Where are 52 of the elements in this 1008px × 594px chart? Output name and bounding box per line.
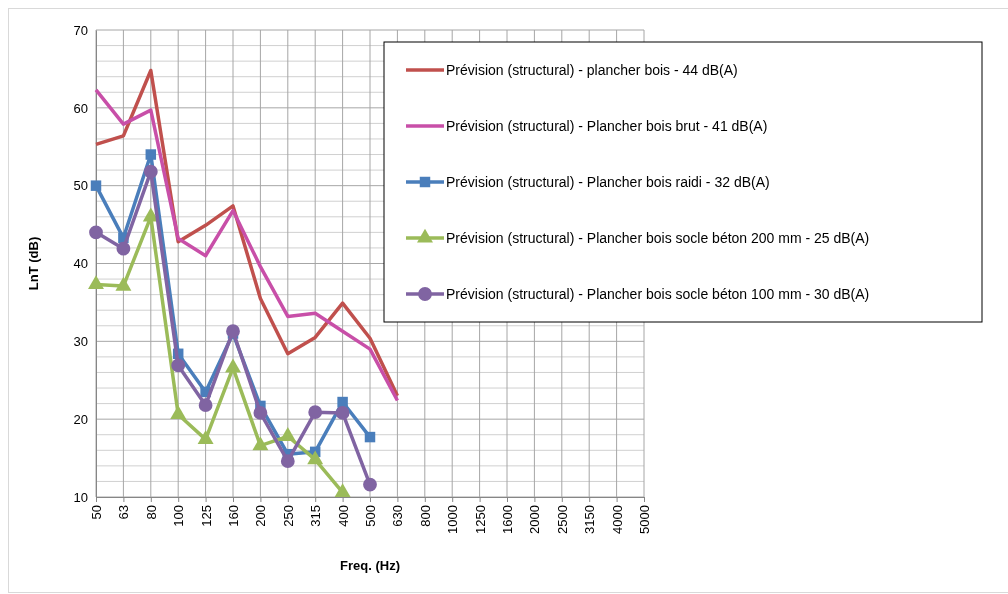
y-tick-label: 10 [73, 489, 88, 505]
x-tick-label: 160 [226, 505, 242, 527]
legend-label: Prévision (structural) - Plancher bois socle béton 100 mm - 30 dB(A) [446, 285, 870, 302]
x-tick-label: 1000 [445, 505, 461, 534]
point [145, 149, 157, 160]
point [226, 324, 240, 339]
x-tick-label: 100 [171, 505, 187, 527]
point [90, 180, 102, 191]
point [335, 406, 350, 420]
y-tick-label: 40 [73, 256, 88, 272]
y-tick-label: 60 [73, 100, 88, 116]
x-tick-label: 2000 [527, 505, 543, 534]
x-tick-label: 500 [363, 505, 379, 527]
x-tick-label: 250 [280, 505, 296, 527]
x-tick-label: 800 [417, 505, 433, 527]
point [308, 405, 323, 420]
legend-label: Prévision (structural) - Plancher bois brut - 41 dB(A) [446, 117, 768, 134]
point [337, 396, 348, 408]
x-tick-label: 4000 [609, 505, 625, 534]
x-tick-label: 125 [198, 505, 214, 527]
legend-label: Prévision (structural) - Plancher bois socle béton 200 mm - 25 dB(A) [446, 229, 870, 246]
legend-label: Prévision (structural) - Plancher bois raidi - 32 dB(A) [446, 173, 770, 190]
point [364, 431, 376, 443]
y-tick-label: 30 [73, 333, 88, 349]
x-tick-label: 50 [89, 505, 105, 520]
x-tick-label: 5000 [637, 505, 653, 534]
y-tick-label: 20 [73, 411, 88, 427]
x-tick-label: 3150 [582, 505, 598, 534]
point [88, 275, 104, 290]
y-tick-label: 50 [73, 178, 88, 194]
x-tick-label: 1250 [472, 505, 488, 534]
point [143, 164, 158, 179]
x-axis-title: Freq. (Hz) [340, 558, 400, 573]
point [170, 405, 187, 420]
point [89, 225, 103, 240]
x-tick-label: 630 [390, 505, 406, 527]
point [363, 477, 377, 492]
x-tick-label: 2500 [554, 505, 570, 534]
point [253, 406, 268, 420]
x-tick-label: 1600 [500, 505, 516, 534]
x-tick-label: 315 [308, 505, 324, 527]
y-tick-label: 70 [73, 22, 88, 38]
point [116, 241, 131, 256]
x-tick-label: 200 [253, 505, 269, 527]
x-tick-label: 63 [116, 505, 132, 520]
x-tick-label: 80 [143, 505, 159, 520]
x-tick-label: 400 [335, 505, 351, 527]
y-axis-title: LnT (dB) [26, 236, 41, 291]
point [198, 398, 213, 413]
point [171, 358, 186, 373]
legend-label: Prévision (structural) - plancher bois - 44 dB(A) [446, 61, 738, 78]
point [280, 454, 295, 469]
